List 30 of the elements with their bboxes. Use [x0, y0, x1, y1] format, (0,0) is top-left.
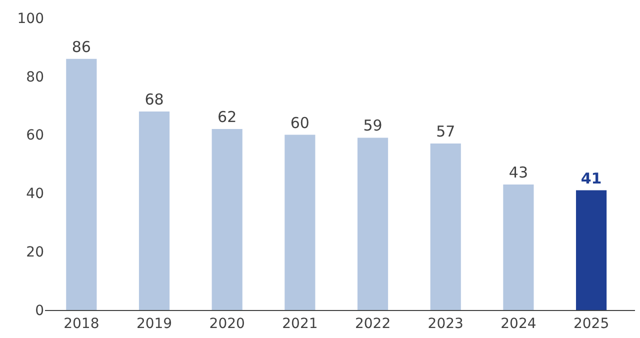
x-tick-label: 2024 — [500, 316, 536, 332]
y-tick-label: 0 — [35, 302, 44, 319]
bar — [503, 184, 534, 310]
bar — [212, 128, 242, 310]
x-tick-label: 2019 — [136, 316, 172, 332]
x-tick-label: 2023 — [428, 316, 464, 332]
x-tick-label: 2025 — [573, 316, 610, 332]
y-tick-label: 40 — [26, 186, 44, 202]
bar — [138, 111, 170, 310]
data-label: 59 — [363, 116, 382, 135]
x-tick-label: 2021 — [282, 316, 318, 332]
data-label: 57 — [436, 122, 456, 141]
bar — [430, 144, 461, 310]
x-tick-label: 2022 — [354, 316, 391, 332]
data-label: 41 — [580, 169, 602, 188]
bar — [66, 58, 97, 310]
y-tick-label: 80 — [26, 69, 44, 86]
bar — [576, 190, 607, 310]
y-tick-label: 60 — [26, 128, 44, 144]
data-label: 68 — [144, 90, 164, 108]
x-tick-label: 2018 — [64, 316, 100, 332]
data-label: 60 — [290, 114, 310, 132]
data-label: 86 — [72, 38, 91, 56]
y-tick-label: 100 — [17, 10, 44, 27]
data-label: 43 — [508, 163, 528, 182]
bar — [284, 134, 316, 310]
x-tick-label: 2020 — [209, 316, 245, 332]
bar — [357, 138, 388, 310]
y-tick-label: 20 — [26, 244, 44, 260]
data-label: 62 — [218, 108, 237, 126]
